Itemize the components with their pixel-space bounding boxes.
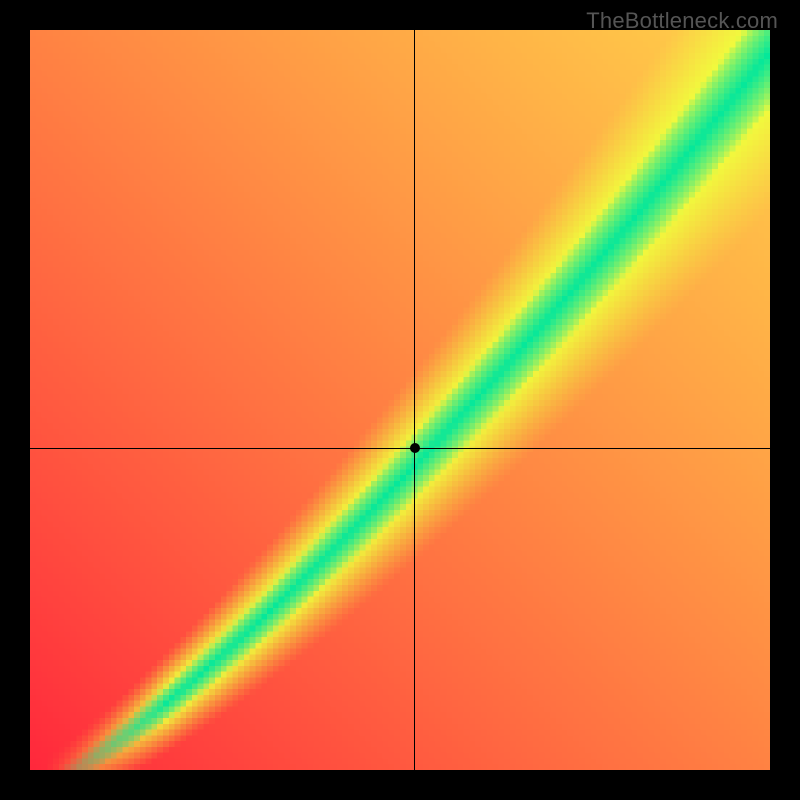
crosshair-marker[interactable] (410, 443, 420, 453)
plot-area (30, 30, 770, 770)
crosshair-vertical (414, 30, 415, 770)
heatmap-canvas (30, 30, 770, 770)
crosshair-horizontal (30, 448, 770, 449)
chart-outer: TheBottleneck.com (0, 0, 800, 800)
